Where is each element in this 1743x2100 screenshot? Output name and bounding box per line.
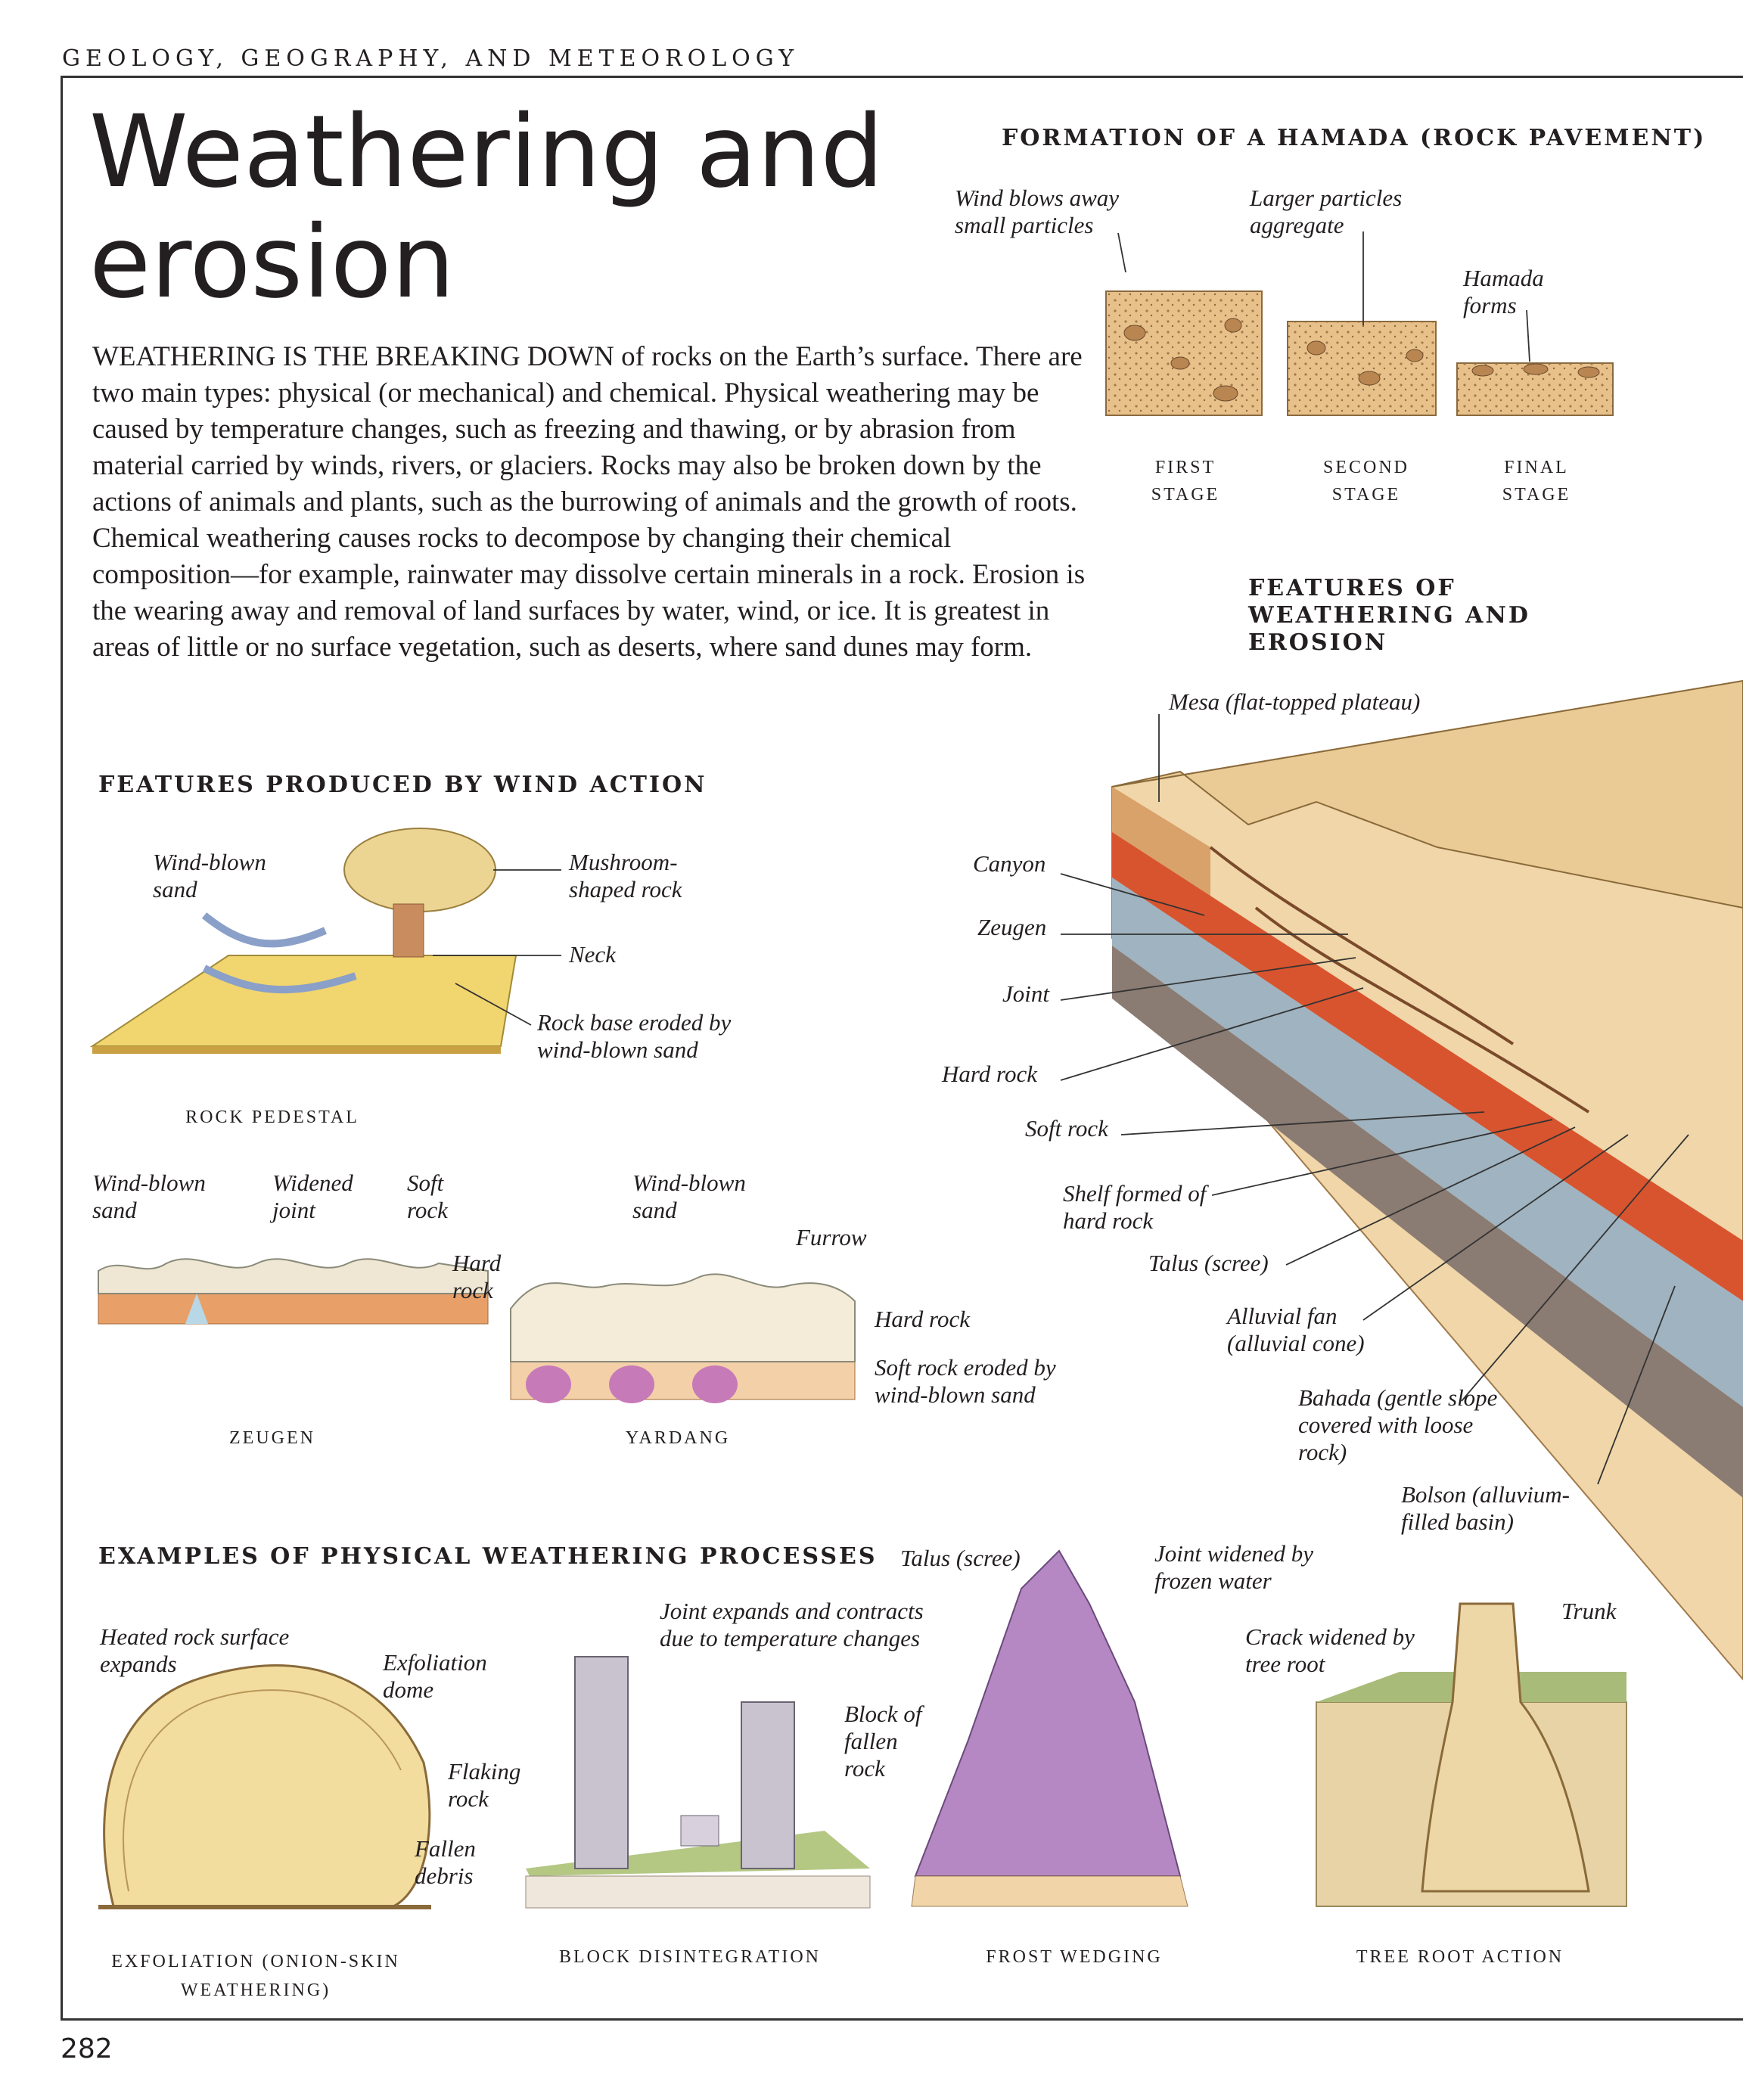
zeugen-illustration	[98, 1258, 489, 1325]
exfoliation-flaking: Flaking rock	[448, 1758, 521, 1812]
block-fallen: Block of fallen rock	[844, 1701, 922, 1782]
leader-lines	[433, 231, 1689, 1485]
intro-paragraph: WEATHERING IS THE BREAKING DOWN of rocks…	[92, 341, 1086, 663]
physical-heading: EXAMPLES OF PHYSICAL WEATHERING PROCESSE…	[98, 1543, 878, 1570]
block-disintegration-illustration	[525, 1656, 871, 1909]
zeugen-widened-joint: Widened joint	[272, 1170, 353, 1223]
running-head: GEOLOGY, GEOGRAPHY, AND METEOROLOGY	[62, 45, 800, 72]
frame-top-rule	[61, 76, 1743, 78]
hamada-final-block	[1456, 362, 1614, 416]
label-zeugen: Zeugen	[977, 914, 1047, 940]
label-alluvial: Alluvial fan (alluvial cone)	[1227, 1303, 1365, 1356]
label-soft-rock: Soft rock	[1025, 1115, 1108, 1142]
hamada-label-wind: Wind blows away small particles	[955, 185, 1120, 238]
label-joint: Joint	[1002, 980, 1049, 1007]
page-title: Weathering and erosion	[89, 97, 921, 318]
yardang-soft-rock: Soft rock eroded by wind-blown sand	[875, 1354, 1056, 1408]
exfoliation-debris: Fallen debris	[415, 1835, 476, 1889]
yardang-wind-sand: Wind-blown sand	[632, 1170, 746, 1223]
title-line-2: erosion	[89, 204, 455, 321]
label-canyon: Canyon	[973, 850, 1046, 877]
zeugen-soft-rock: Soft rock	[407, 1170, 448, 1223]
pedestal-base: Rock base eroded by wind-blown sand	[537, 1009, 732, 1063]
frame-bottom-rule	[61, 2018, 1743, 2021]
features-heading: FEATURES OF WEATHERING AND EROSION	[1248, 575, 1530, 656]
frame-left-rule	[61, 76, 63, 2018]
hamada-heading: FORMATION OF A HAMADA (ROCK PAVEMENT)	[1002, 125, 1707, 151]
label-hard-rock: Hard rock	[942, 1061, 1037, 1087]
tree-root-illustration	[1316, 1602, 1627, 1907]
rock-pedestal-illustration	[89, 828, 517, 1054]
block-caption: BLOCK DISINTEGRATION	[559, 1947, 821, 1967]
rock-pedestal-caption: ROCK PEDESTAL	[185, 1107, 359, 1127]
hamada-first-block	[1105, 290, 1263, 416]
label-bahada: Bahada (gentle slope covered with loose …	[1298, 1384, 1498, 1465]
frost-caption: FROST WEDGING	[986, 1947, 1163, 1967]
zeugen-caption: ZEUGEN	[229, 1428, 315, 1448]
frost-joint: Joint widened by frozen water	[1154, 1540, 1314, 1594]
exfoliation-caption: EXFOLIATION (ONION-SKIN WEATHERING)	[111, 1952, 400, 2000]
block-joint: Joint expands and contracts due to tempe…	[660, 1598, 924, 1651]
yardang-furrow: Furrow	[796, 1224, 867, 1250]
zeugen-hard-rock: Hard rock	[452, 1250, 502, 1303]
wind-heading: FEATURES PRODUCED BY WIND ACTION	[98, 772, 707, 798]
pedestal-neck: Neck	[569, 941, 616, 968]
exfoliation-dome: Exfoliation dome	[383, 1649, 487, 1703]
yardang-hard-rock: Hard rock	[875, 1306, 970, 1332]
hamada-stage-1: FIRST STAGE	[1151, 458, 1220, 505]
frost-talus: Talus (scree)	[900, 1545, 1021, 1571]
tree-caption: TREE ROOT ACTION	[1356, 1947, 1564, 1967]
pedestal-mushroom: Mushroom-shaped rock	[569, 849, 682, 902]
label-talus: Talus (scree)	[1148, 1250, 1269, 1276]
hamada-label-forms: Hamada forms	[1463, 265, 1544, 318]
hamada-stage-3: FINAL STAGE	[1502, 458, 1571, 505]
label-mesa: Mesa (flat-topped plateau)	[1169, 688, 1421, 715]
exfoliation-heated: Heated rock surface expands	[100, 1623, 290, 1677]
zeugen-wind-sand: Wind-blown sand	[92, 1170, 206, 1223]
hamada-label-larger: Larger particles aggregate	[1250, 185, 1403, 238]
yardang-illustration	[510, 1273, 856, 1403]
hamada-stage-2: SECOND STAGE	[1322, 458, 1409, 505]
tree-crack: Crack widened by tree root	[1245, 1623, 1415, 1677]
pedestal-wind-sand: Wind-blown sand	[153, 849, 266, 902]
title-line-1: Weathering and	[89, 94, 884, 210]
exfoliation-illustration	[98, 1664, 431, 1909]
weathering-block-diagram	[1111, 679, 1743, 1681]
page-number: 282	[61, 2033, 113, 2064]
hamada-second-block	[1287, 321, 1437, 416]
yardang-caption: YARDANG	[625, 1428, 731, 1448]
label-shelf: Shelf formed of hard rock	[1063, 1180, 1207, 1234]
label-bolson: Bolson (alluvium-filled basin)	[1401, 1481, 1570, 1535]
tree-trunk: Trunk	[1561, 1598, 1617, 1624]
frost-wedging-illustration	[911, 1549, 1188, 1907]
